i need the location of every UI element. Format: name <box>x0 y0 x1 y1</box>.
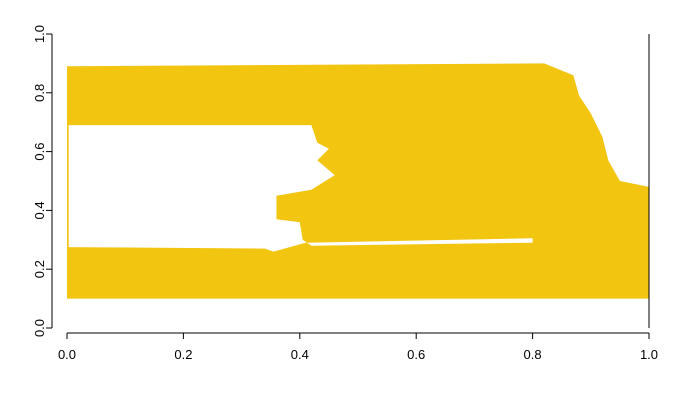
y-tick-label: 0.8 <box>32 84 47 102</box>
y-axis-ticks: 0.0 0.2 0.4 0.6 0.8 1.0 <box>32 25 52 337</box>
filled-region-2 <box>67 125 69 249</box>
x-tick-label: 0.6 <box>407 347 425 362</box>
x-axis-ticks: 0.0 0.2 0.4 0.6 0.8 1.0 <box>58 333 658 362</box>
y-tick-label: 0.6 <box>32 143 47 161</box>
x-tick-label: 1.0 <box>640 347 658 362</box>
chart-regions <box>67 63 649 299</box>
x-tick-label: 0.0 <box>58 347 76 362</box>
y-tick-label: 0.2 <box>32 260 47 278</box>
gap-region-1 <box>67 125 533 252</box>
chart-axes <box>51 34 650 334</box>
x-tick-label: 0.4 <box>291 347 309 362</box>
x-tick-label: 0.2 <box>174 347 192 362</box>
y-tick-label: 0.0 <box>32 319 47 337</box>
y-tick-label: 1.0 <box>32 25 47 43</box>
x-tick-label: 0.8 <box>524 347 542 362</box>
y-tick-label: 0.4 <box>32 201 47 219</box>
